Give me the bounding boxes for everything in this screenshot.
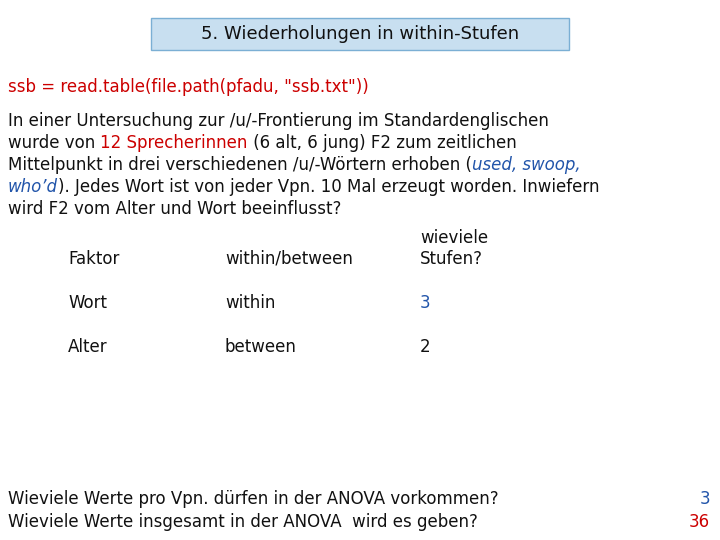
Text: wurde von: wurde von [8,134,101,152]
Text: 5. Wiederholungen in within-Stufen: 5. Wiederholungen in within-Stufen [201,25,519,43]
Text: ssb = read.table(file.path(pfadu, "ssb.txt")): ssb = read.table(file.path(pfadu, "ssb.t… [8,78,369,96]
Text: (6 alt, 6 jung) F2 zum zeitlichen: (6 alt, 6 jung) F2 zum zeitlichen [248,134,517,152]
FancyBboxPatch shape [151,18,569,50]
Text: In einer Untersuchung zur /u/-Frontierung im Standardenglischen: In einer Untersuchung zur /u/-Frontierun… [8,112,549,130]
Text: 3: 3 [699,490,710,508]
Text: Faktor: Faktor [68,249,120,267]
Text: Wieviele Werte insgesamt in der ANOVA  wird es geben?: Wieviele Werte insgesamt in der ANOVA wi… [8,513,478,531]
Text: Mittelpunkt in drei verschiedenen /u/-Wörtern erhoben (: Mittelpunkt in drei verschiedenen /u/-Wö… [8,156,472,174]
Text: 2: 2 [420,338,431,355]
Text: Alter: Alter [68,338,107,355]
Text: Wort: Wort [68,294,107,312]
Text: between: between [225,338,297,355]
Text: 12 Sprecherinnen: 12 Sprecherinnen [101,134,248,152]
Text: 36: 36 [689,513,710,531]
Text: ). Jedes Wort ist von jeder Vpn. 10 Mal erzeugt worden. Inwiefern: ). Jedes Wort ist von jeder Vpn. 10 Mal … [58,178,600,196]
Text: 3: 3 [420,294,431,312]
Text: who’d: who’d [8,178,58,196]
Text: Wieviele Werte pro Vpn. dürfen in der ANOVA vorkommen?: Wieviele Werte pro Vpn. dürfen in der AN… [8,490,499,508]
Text: used, swoop,: used, swoop, [472,156,580,174]
Text: within: within [225,294,275,312]
Text: wieviele: wieviele [420,228,488,247]
Text: wird F2 vom Alter und Wort beeinflusst?: wird F2 vom Alter und Wort beeinflusst? [8,200,341,218]
Text: Stufen?: Stufen? [420,249,483,267]
Text: within/between: within/between [225,249,353,267]
